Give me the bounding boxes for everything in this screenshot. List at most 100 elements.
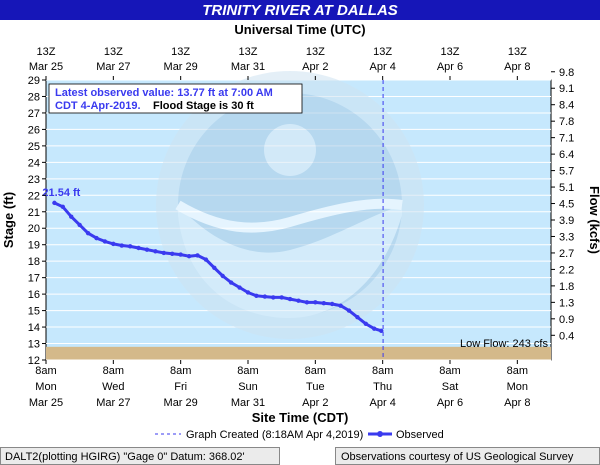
left-tick-label: 23 xyxy=(28,174,40,186)
noaa-logo-watermark xyxy=(156,71,424,339)
top-tick-label: Mar 31 xyxy=(231,61,265,73)
right-tick-label: 3.9 xyxy=(559,215,574,227)
observed-point xyxy=(203,257,209,262)
chart-title: TRINITY RIVER AT DALLAS xyxy=(202,2,398,19)
observed-point xyxy=(228,280,234,285)
observed-point xyxy=(338,303,343,308)
observed-point xyxy=(262,294,268,299)
top-axis-title: Universal Time (UTC) xyxy=(234,22,365,37)
right-axis-title: Flow (kcfs) xyxy=(587,186,600,254)
top-tick-label: 13Z xyxy=(508,46,527,58)
left-tick-label: 21 xyxy=(28,207,40,219)
right-tick-label: 2.7 xyxy=(559,248,574,260)
bottom-tick-label: 8am xyxy=(103,365,124,377)
info-box: Latest observed value: 13.77 ft at 7:00 … xyxy=(48,83,303,114)
top-tick-label: Apr 6 xyxy=(437,61,463,73)
left-tick-label: 27 xyxy=(28,108,40,120)
bottom-tick-label: 8am xyxy=(170,365,191,377)
right-tick-label: 8.4 xyxy=(559,100,574,112)
top-tick-label: 13Z xyxy=(37,46,56,58)
bottom-tick-label: 8am xyxy=(305,365,326,377)
top-tick-label: Mar 27 xyxy=(96,61,130,73)
right-tick-label: 3.3 xyxy=(559,231,574,243)
observed-point xyxy=(111,241,116,247)
observed-series-line xyxy=(52,201,383,333)
observed-series-points xyxy=(52,200,384,334)
left-tick-label: 15 xyxy=(28,306,40,318)
right-tick-label: 0.9 xyxy=(559,314,574,326)
observed-point xyxy=(195,253,200,258)
bottom-tick-label: Fri xyxy=(174,381,187,393)
bottom-tick-label: 8am xyxy=(35,365,56,377)
right-tick-label: 0.4 xyxy=(559,330,574,342)
observed-point xyxy=(296,298,301,303)
right-tick-label: 9.8 xyxy=(559,67,574,79)
left-tick-label: 25 xyxy=(28,141,40,153)
observed-point xyxy=(304,300,310,305)
bottom-axis-title: Site Time (CDT) xyxy=(252,410,349,425)
observed-point xyxy=(69,214,74,219)
bottom-tick-label: Sat xyxy=(442,381,459,393)
left-tick-label: 26 xyxy=(28,124,40,136)
observed-point xyxy=(153,249,158,254)
observed-point xyxy=(119,243,124,248)
top-tick-label: 13Z xyxy=(373,46,392,58)
right-tick-label: 7.8 xyxy=(559,116,574,128)
left-axis-title: Stage (ft) xyxy=(1,192,16,248)
observed-point xyxy=(127,244,133,249)
bottom-tick-label: Apr 8 xyxy=(504,397,530,409)
observed-point xyxy=(287,296,293,302)
observed-point xyxy=(329,301,335,307)
right-tick-label: 1.8 xyxy=(559,281,574,293)
observed-point xyxy=(245,290,251,295)
bottom-tick-label: Mar 31 xyxy=(231,397,265,409)
observed-point xyxy=(136,245,141,251)
legend-graph-created: Graph Created (8:18AM Apr 4,2019) xyxy=(186,429,363,441)
left-tick-label: 14 xyxy=(28,322,40,334)
legend: Graph Created (8:18AM Apr 4,2019) Observ… xyxy=(155,429,444,441)
low-flow-label: Low Flow: 243 cfs xyxy=(460,338,549,350)
bottom-tick-label: 8am xyxy=(372,365,393,377)
observed-point xyxy=(279,295,284,300)
observed-point xyxy=(170,251,175,256)
bottom-tick-label: Wed xyxy=(102,381,124,393)
bottom-tick-label: Apr 4 xyxy=(370,397,396,409)
top-tick-label: Apr 8 xyxy=(504,61,530,73)
top-tick-label: 13Z xyxy=(239,46,258,58)
left-tick-label: 12 xyxy=(28,355,40,367)
bottom-axis-ticks: 8am Mon Mar 25 8am Wed Mar 27 8am Fri Mar 29 8am S… xyxy=(29,360,530,409)
right-tick-label: 1.3 xyxy=(559,297,574,309)
top-tick-label: Mar 29 xyxy=(164,61,198,73)
observed-point xyxy=(237,285,242,290)
bottom-tick-label: Sun xyxy=(238,381,258,393)
bottom-tick-label: 8am xyxy=(237,365,258,377)
footer-left-text: DALT2(plotting HGIRG) "Gage 0" Datum: 36… xyxy=(5,451,245,463)
bottom-tick-label: Mon xyxy=(507,381,528,393)
observed-point xyxy=(52,200,57,206)
left-tick-label: 28 xyxy=(28,91,40,103)
bottom-tick-label: Apr 2 xyxy=(302,397,328,409)
observed-point xyxy=(313,300,318,305)
bottom-tick-label: Tue xyxy=(306,381,325,393)
right-tick-label: 4.5 xyxy=(559,199,574,211)
left-tick-label: 18 xyxy=(28,256,40,268)
legend-observed: Observed xyxy=(396,429,444,441)
observed-point xyxy=(161,250,167,256)
right-tick-label: 2.2 xyxy=(559,264,574,276)
bottom-tick-label: Apr 6 xyxy=(437,397,463,409)
top-axis-ticks: 13Z Mar 25 13Z Mar 27 13Z Mar 29 13Z Mar 31 13Z A… xyxy=(29,46,530,80)
observed-point xyxy=(379,328,384,334)
right-tick-label: 7.1 xyxy=(559,133,574,145)
info-box-line2b: Flood Stage is 30 ft xyxy=(153,100,254,112)
right-axis-ticks: 0.4 0.9 1.3 1.8 2.2 2.7 3.3 3.9 4.5 5.1 5.7 6.4 7.1 7… xyxy=(551,67,574,342)
left-tick-label: 29 xyxy=(28,75,40,87)
observed-point xyxy=(321,300,326,306)
observed-point xyxy=(102,239,108,244)
left-tick-label: 20 xyxy=(28,223,40,235)
top-tick-label: Apr 4 xyxy=(370,61,396,73)
observed-point xyxy=(363,321,369,326)
top-tick-label: 13Z xyxy=(171,46,190,58)
observed-point xyxy=(346,308,352,313)
right-tick-label: 9.1 xyxy=(559,83,574,95)
